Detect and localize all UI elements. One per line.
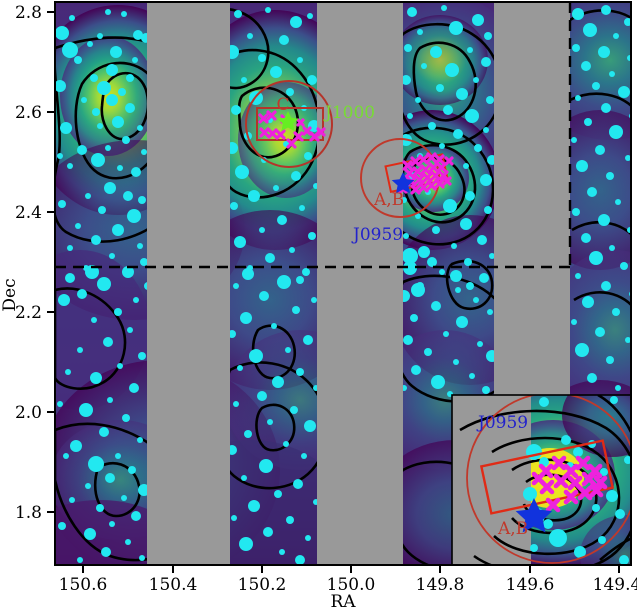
survey-boundary: [55, 2, 572, 269]
axes-frame: [54, 1, 632, 566]
y-axis-title: Dec: [0, 278, 20, 311]
j1000-red-circle: [245, 80, 333, 168]
masked-stripe-1: [147, 2, 230, 565]
j1000-x-markers: [258, 110, 326, 149]
inset-ab-label: A,B: [497, 519, 528, 539]
j0959-blue-star: [391, 172, 415, 194]
xtick-label-4: 149.8: [416, 575, 465, 595]
ytick-label-4: 2.0: [15, 403, 42, 423]
x-axis: [82, 565, 620, 573]
ytick-label-1: 2.6: [15, 103, 42, 123]
inset-red-circle: [466, 395, 631, 564]
j1000-overlay: C J1000: [245, 80, 375, 168]
xtick-label-0: 150.6: [59, 575, 108, 595]
ytick-label-0: 2.8: [15, 3, 42, 23]
masked-stripes: [147, 2, 570, 565]
xtick-label-1: 150.4: [149, 575, 198, 595]
xtick-label-2: 150.2: [238, 575, 287, 595]
j1000-c-label: C: [276, 95, 289, 115]
j0959-ab-label: A,B: [373, 190, 404, 210]
xtick-label-3: 150.0: [327, 575, 376, 595]
j1000-label: J1000: [323, 103, 375, 123]
xtick-label-6: 149.4: [593, 575, 637, 595]
y-axis: [47, 11, 55, 513]
x-axis-title: RA: [330, 592, 356, 608]
masked-stripe-2: [317, 2, 403, 565]
j0959-label: J0959: [351, 225, 403, 245]
ytick-label-3: 2.2: [15, 303, 42, 323]
inset-panel: J0959 A,B: [451, 394, 632, 566]
inset-j0959-label: J0959: [476, 413, 528, 433]
inset-x-markers: [531, 455, 608, 513]
j0959-overlay: A,B J0959: [351, 138, 454, 245]
ytick-label-5: 1.8: [15, 503, 42, 523]
xtick-label-5: 149.6: [506, 575, 555, 595]
ytick-label-2: 2.4: [15, 203, 42, 223]
inset-blue-star: [515, 498, 553, 533]
inset-red-box: [479, 439, 615, 515]
j1000-green-star: [277, 111, 299, 132]
